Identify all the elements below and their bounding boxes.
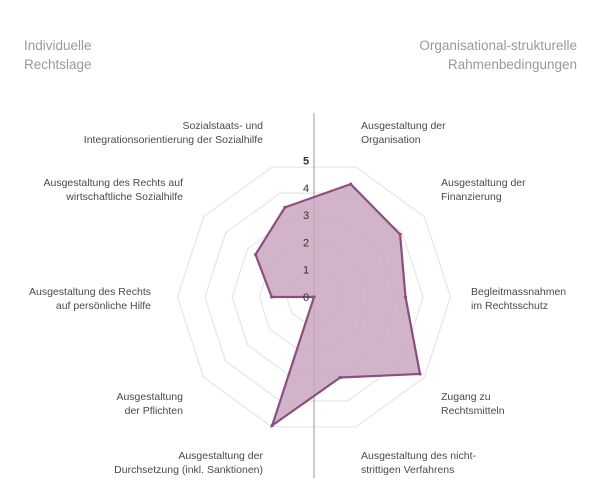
axis-label: Ausgestaltung des Rechts auf (43, 177, 183, 189)
axis-label: Durchsetzung (inkl. Sanktionen) (114, 464, 263, 476)
data-point (253, 252, 258, 257)
axis-label: Ausgestaltung der (441, 177, 526, 189)
data-point (283, 205, 287, 209)
axis-label: wirtschaftliche Sozialhilfe (65, 191, 183, 203)
data-point (270, 295, 274, 299)
axis-label: im Rechtsschutz (471, 300, 548, 312)
axis-label: Ausgestaltung (116, 391, 183, 403)
tick-label: 5 (303, 156, 309, 168)
axis-label: der Pflichten (125, 405, 184, 417)
tick-label: 2 (303, 237, 309, 249)
axis-label: Zugang zu (441, 391, 491, 403)
axis-label: Ausgestaltung des Rechts (29, 286, 151, 298)
data-point (403, 295, 408, 299)
data-point (398, 232, 402, 236)
data-point (270, 423, 274, 428)
tick-label: 0 (303, 292, 309, 304)
axis-label: Integrationsorientierung der Sozialhilfe (84, 134, 263, 146)
axis-label: Ausgestaltung der (178, 450, 263, 462)
axis-label: Ausgestaltung der (361, 120, 446, 132)
data-point (312, 295, 316, 299)
axis-label: Ausgestaltung des nicht- (361, 450, 476, 462)
section-title-line: Rechtslage (24, 57, 92, 72)
axis-label: Rechtsmitteln (441, 405, 505, 417)
tick-label: 3 (303, 210, 309, 222)
section-title-line: Organisational-strukturelle (419, 38, 577, 53)
section-title-line: Individuelle (24, 38, 92, 53)
data-area (254, 182, 422, 429)
section-title-line: Rahmenbedingungen (447, 57, 577, 72)
axis-label: Begleitmassnahmen (471, 286, 566, 298)
axis-label: Finanzierung (441, 191, 502, 203)
axis-label: Sozialstaats- und (182, 120, 263, 132)
tick-label: 4 (303, 183, 309, 195)
section-title-organisational-strukturelle: Organisational-strukturelle Rahmenbeding… (419, 36, 577, 74)
data-point (418, 372, 422, 376)
data-point (349, 182, 353, 186)
axis-label: Organisation (361, 134, 421, 146)
axis-label: auf persönliche Hilfe (56, 300, 151, 312)
tick-label: 1 (303, 265, 309, 277)
section-title-individuelle-rechtslage: Individuelle Rechtslage (24, 36, 92, 74)
data-point (338, 375, 342, 380)
axis-label: strittigen Verfahrens (361, 464, 454, 476)
